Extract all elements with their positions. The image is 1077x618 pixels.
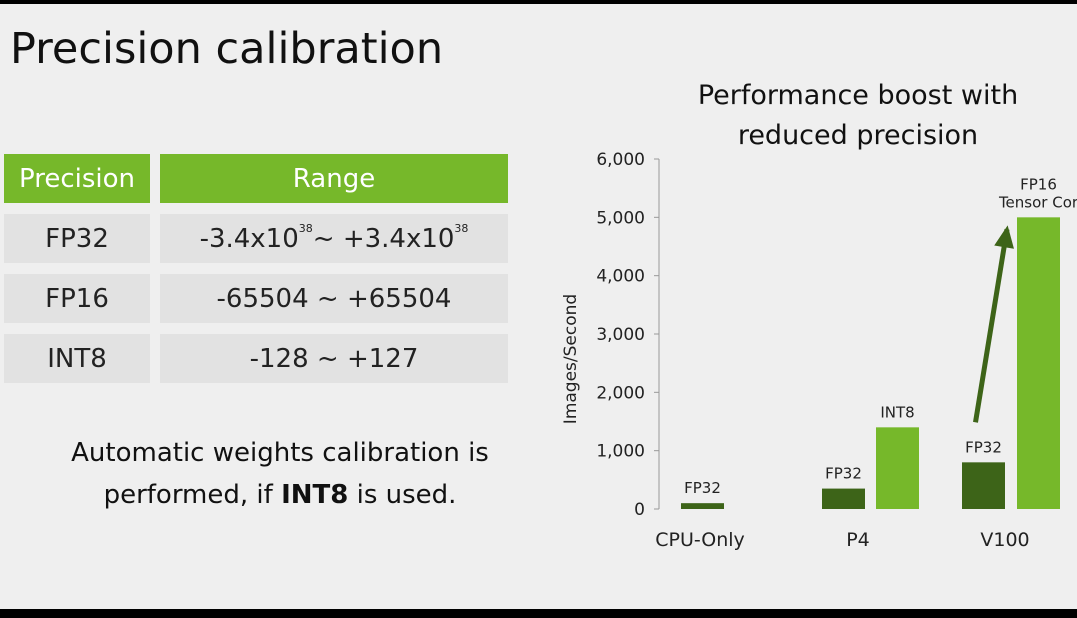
table-cell-int8-range: -128 ~ +127: [160, 334, 508, 383]
x-tick-label: P4: [846, 529, 870, 551]
chart-title-line-2: reduced precision: [737, 120, 979, 151]
bar-v100-fp32: [962, 462, 1005, 509]
chart-title-line-1: Performance boost with: [697, 80, 1019, 111]
range-high-exponent: 38: [454, 222, 469, 235]
table-header-precision: Precision: [4, 154, 150, 203]
bar-label: FP32: [965, 438, 1002, 456]
calibration-note: Automatic weights calibration is perform…: [20, 432, 540, 516]
bar-cpu-only-fp32: [681, 503, 724, 509]
note-line-1: Automatic weights calibration is: [71, 438, 489, 468]
table-cell-fp32: FP32: [4, 214, 150, 263]
y-axis-label: Images/Second: [561, 294, 581, 424]
y-tick-label: 1,000: [596, 442, 645, 462]
x-tick-label: CPU-Only: [655, 529, 745, 551]
range-low-exponent: 38: [298, 222, 313, 235]
bar-label: FP16: [1020, 175, 1057, 193]
note-bold: INT8: [281, 480, 349, 510]
y-tick-label: 3,000: [596, 325, 645, 345]
y-tick-label: 5,000: [596, 208, 645, 228]
note-prefix: performed, if: [103, 480, 282, 510]
y-tick-label: 0: [634, 500, 645, 520]
y-tick-label: 4,000: [596, 267, 645, 287]
bar-label-secondary: Tensor Cor: [998, 193, 1077, 211]
y-tick-label: 6,000: [596, 150, 645, 170]
table-header-range: Range: [160, 154, 508, 203]
table-cell-fp16: FP16: [4, 274, 150, 323]
bar-label: FP32: [684, 479, 721, 497]
bar-v100-fp16: [1017, 217, 1060, 509]
x-tick-label: V100: [980, 529, 1029, 551]
table-cell-fp32-range: -3.4x10 38 ~ +3.4x10 38: [160, 214, 508, 263]
table-cell-fp16-range: -65504 ~ +65504: [160, 274, 508, 323]
chart-title: Performance boost with reduced precision: [680, 76, 1036, 156]
range-low: -3.4x10: [199, 223, 299, 254]
arrow-head: [994, 225, 1014, 249]
note-line-2: performed, if INT8 is used.: [20, 474, 540, 516]
bar-chart: 0 1,000 2,000 3,000 4,000 5,000 6,000 Images/Se…: [561, 150, 1077, 551]
range-high: ~ +3.4x10: [312, 223, 455, 254]
bar-p4-int8: [876, 427, 919, 509]
y-tick-label: 2,000: [596, 383, 645, 403]
table-cell-int8: INT8: [4, 334, 150, 383]
arrow-shaft: [973, 228, 1010, 423]
bar-p4-fp32: [822, 488, 865, 509]
bar-label: FP32: [825, 465, 862, 483]
slide: Precision calibration Precision Range FP…: [0, 4, 1077, 609]
slide-title: Precision calibration: [10, 24, 444, 74]
bar-label: INT8: [880, 403, 914, 421]
note-suffix: is used.: [348, 480, 457, 510]
